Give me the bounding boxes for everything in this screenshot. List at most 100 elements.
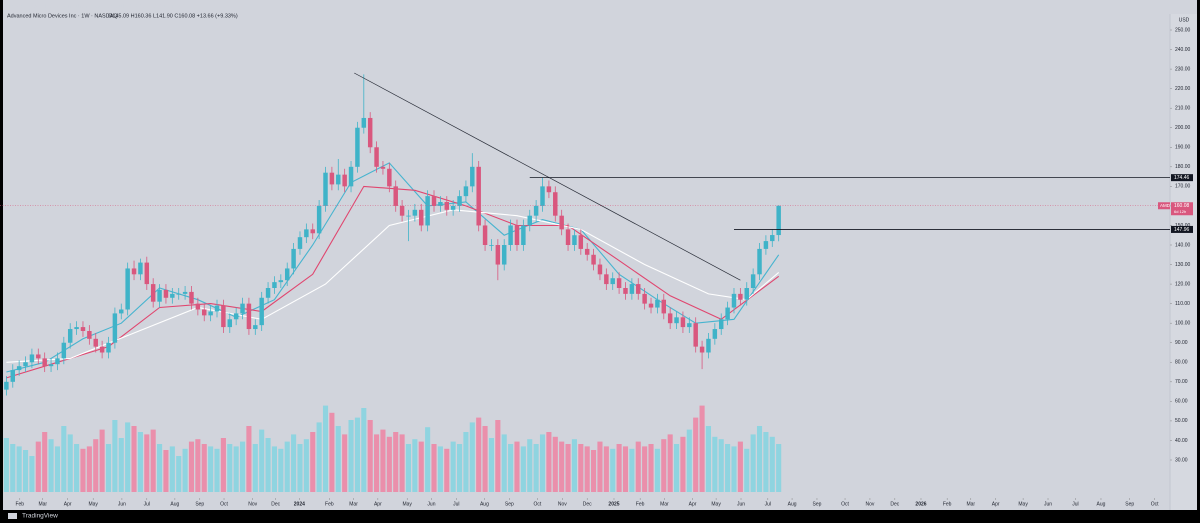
x-tick-label: May [711,501,721,507]
y-tick-label: 80.00 [1175,360,1188,366]
y-tick-label: 230.00 [1175,66,1191,72]
x-tick-label: Jun [737,501,745,507]
candle-body [55,358,60,365]
volume-bar [603,446,609,492]
candle-body [367,117,373,148]
candle-body [578,235,584,249]
volume-bar [680,436,686,492]
volume-bar [571,439,577,492]
candle-body [87,331,92,339]
x-tick-label: Jul [765,501,771,507]
volume-bar [431,444,437,492]
volume-bar [501,434,507,492]
candle-body [380,166,386,169]
x-tick-label: Dec [890,501,899,507]
candle-body [629,284,635,294]
x-tick-label: Feb [636,501,645,507]
volume-bar [469,422,475,492]
x-tick-label: Mar [349,501,358,507]
volume-bar [144,434,150,492]
volume-bar [635,441,641,492]
level-label: 147.96 [1174,227,1190,233]
volume-bar [367,420,373,492]
candle-body [425,196,430,226]
candle-body [272,282,277,288]
volume-bar [520,446,526,492]
candle-body [597,264,603,275]
volume-bar [488,438,495,492]
x-tick-label: Sep [813,501,822,507]
volume-bar [42,432,48,492]
volume-bar [252,444,258,492]
volume-bar [3,438,9,492]
candle-body [67,329,73,343]
candle-body [482,225,488,245]
x-tick-label: Apr [374,501,382,507]
candle-body [150,284,156,302]
volume-bar [29,456,35,492]
x-tick-label: Aug [788,501,797,507]
candle-body [246,303,252,330]
volume-bar [297,444,303,492]
volume-bar [622,446,629,492]
volume-bar [705,426,712,492]
candle-body [527,215,532,226]
volume-bar [456,444,463,492]
volume-bar [616,444,622,492]
x-tick-label: Aug [170,501,179,507]
x-tick-label: Oct [220,501,228,507]
candle-body [457,196,462,206]
ohlc: O145.09 H160.36 L141.90 C160.08 +13.66 (… [108,13,238,19]
trendline [354,72,741,281]
candle-body [553,192,558,216]
candle-body [687,323,692,328]
candle-body [61,342,67,359]
volume-bar [169,446,175,492]
candle-body [221,305,226,328]
candle-body [374,147,379,167]
volume-bar [259,429,265,492]
price-scale [1170,14,1197,510]
candle-body [336,174,341,185]
candle-body [489,245,494,246]
volume-bar [86,446,92,492]
candle-body [4,381,9,390]
volume-bar [380,429,386,492]
volume-bar [278,448,284,492]
volume-bar [769,436,775,492]
volume-bar [195,439,201,492]
candle-body [99,346,105,353]
volume-bar [80,448,86,492]
x-tick-label: 2025 [608,501,619,507]
candle-body [16,366,22,371]
last-price-tag [1171,202,1193,216]
y-tick-label: 90.00 [1175,340,1188,346]
volume-bar [393,432,399,492]
volume-bar [744,448,750,492]
candle-body [674,317,679,324]
candle-body [297,237,303,249]
candle-body [757,248,762,275]
volume-bar [648,444,654,492]
candle-body [393,186,398,206]
y-tick-label: 200.00 [1175,125,1191,131]
candle-body [323,172,328,206]
level-tag [1171,174,1193,182]
volume-bar [527,439,533,492]
candle-body [316,205,322,234]
x-tick-label: May [88,501,98,507]
candle-body [540,186,545,206]
candle-body [412,209,418,216]
candle-body [508,225,513,245]
candle-body [770,235,775,242]
x-tick-label: 2024 [294,501,305,507]
candle-body [438,202,443,206]
candle-body [361,117,367,128]
candle-body [42,358,47,367]
volume-bar [629,448,635,492]
candle-body [29,354,35,363]
volume-bar [233,446,239,492]
volume-bar [642,446,648,492]
volume-bar [673,444,680,492]
volume-bar [348,420,354,492]
